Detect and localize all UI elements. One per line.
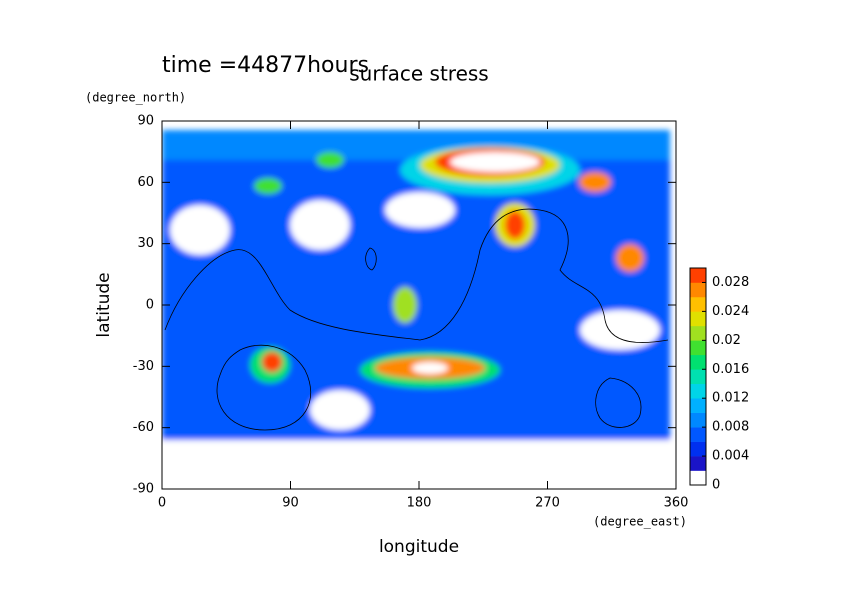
colorbar-tick-label: 0.008 (712, 420, 749, 435)
colorbar-frame (689, 267, 707, 486)
y-tick-label: 30 (137, 236, 154, 251)
y-tick-label: 0 (146, 298, 154, 313)
subtitle: time =44877hours (162, 53, 369, 78)
x-tick-label: 360 (664, 496, 689, 511)
colorbar-tick-label: 0.028 (712, 275, 749, 290)
colorbar-tick-label: 0.012 (712, 391, 749, 406)
color-band (690, 398, 706, 413)
contour-field (162, 130, 670, 460)
y-tick-label: 90 (137, 114, 154, 129)
chart-title: surface stress (349, 62, 488, 86)
color-band (690, 325, 706, 341)
x-axis-label: longitude (379, 537, 459, 557)
color-band (690, 427, 706, 442)
x-tick-label: 90 (282, 496, 299, 511)
colorbar-tick-label: 0.016 (712, 362, 749, 377)
color-band (690, 268, 706, 283)
colorbar-tick-label: 0.02 (712, 333, 741, 348)
color-band (690, 311, 706, 327)
colorbar-tick-label: 0.004 (712, 449, 749, 464)
colorbar-tick-label: 0 (712, 478, 720, 493)
x-tick-label: 0 (158, 496, 166, 511)
x-unit: (degree_east) (593, 515, 687, 529)
colorbar-tick-label: 0.024 (712, 304, 749, 319)
y-tick-label: -30 (133, 359, 154, 374)
color-band (690, 340, 706, 356)
y-tick-label: -90 (133, 482, 154, 497)
y-tick-label: -60 (133, 420, 154, 435)
color-band (690, 456, 706, 471)
y-axis-label: latitude (94, 272, 114, 337)
color-band (690, 412, 706, 428)
color-band (690, 470, 706, 486)
x-tick-label: 180 (407, 496, 432, 511)
y-unit: (degree_north) (85, 91, 186, 105)
color-band (690, 354, 706, 370)
y-tick-label: 60 (137, 175, 154, 190)
color-band (690, 282, 706, 298)
x-tick-label: 270 (535, 496, 560, 511)
color-band (690, 296, 706, 312)
color-band (690, 383, 706, 399)
color-band (690, 369, 706, 385)
color-band (690, 441, 706, 457)
